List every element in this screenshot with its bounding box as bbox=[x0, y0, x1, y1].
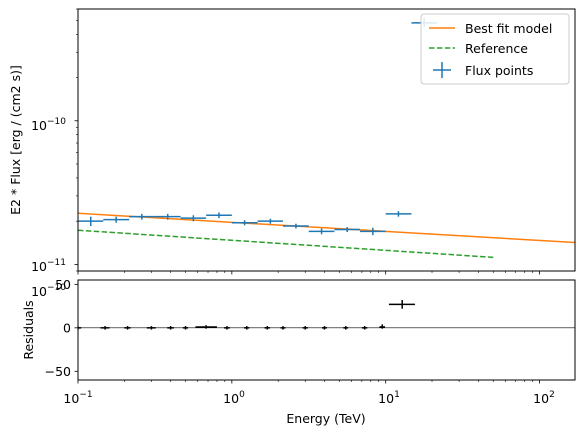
residual-point bbox=[302, 326, 308, 330]
residual-point bbox=[244, 326, 250, 330]
residual-point bbox=[361, 326, 368, 330]
flux-point bbox=[129, 213, 155, 220]
residual-point bbox=[182, 326, 189, 330]
flux-panel: E2 * Flux [erg / (cm2 s)] 10−10 10−11 Be… bbox=[8, 8, 576, 275]
xtick-label-0.1: 10−1 bbox=[63, 390, 92, 406]
flux-point bbox=[360, 227, 386, 236]
flux-ytick-label-1e-11: 10−11 bbox=[31, 258, 66, 274]
offset-text: 10−10 bbox=[31, 283, 66, 299]
residual-point bbox=[124, 326, 131, 330]
residual-point bbox=[195, 325, 217, 329]
legend-box bbox=[420, 13, 570, 85]
residuals-panel-frame bbox=[77, 279, 576, 381]
flux-panel-frame bbox=[77, 8, 576, 272]
xtick-label-100: 102 bbox=[533, 390, 555, 406]
legend-points-swatch bbox=[433, 62, 451, 78]
residuals-y-label: Residuals bbox=[21, 300, 36, 359]
residual-point bbox=[167, 326, 174, 330]
residuals-ytick-label: 50 bbox=[55, 277, 71, 292]
flux-ytick-label-1e-10: 10−10 bbox=[31, 117, 66, 133]
residual-point bbox=[100, 326, 110, 330]
flux-point bbox=[231, 220, 258, 226]
legend-points-label: Flux points bbox=[465, 63, 533, 78]
flux-point bbox=[282, 223, 309, 229]
flux-y-label: E2 * Flux [erg / (cm2 s)] bbox=[8, 65, 23, 215]
flux-point bbox=[206, 212, 232, 219]
flux-point bbox=[180, 215, 207, 222]
reference-line bbox=[78, 229, 494, 259]
flux-point bbox=[154, 213, 181, 220]
residual-point bbox=[78, 326, 82, 330]
xtick-label-1: 100 bbox=[223, 390, 245, 406]
energy-x-label: Energy (TeV) bbox=[286, 411, 365, 426]
flux-point bbox=[103, 216, 130, 223]
residual-point bbox=[379, 324, 386, 329]
energy-x-ticks: 10−1 100 101 102 bbox=[63, 390, 554, 406]
xtick-label-10: 101 bbox=[378, 390, 400, 406]
residual-point bbox=[280, 326, 286, 330]
residuals-ytick-label: −50 bbox=[45, 364, 71, 379]
best-fit-model-line bbox=[78, 212, 575, 244]
residual-point bbox=[146, 326, 156, 330]
residual-point bbox=[224, 326, 230, 330]
residual-point bbox=[264, 326, 270, 330]
residuals-panel: −50 0 50 Residuals Energy (TeV) 10−10 bbox=[21, 277, 576, 426]
residual-point bbox=[388, 300, 415, 309]
legend-reference-label: Reference bbox=[465, 41, 528, 56]
flux-point bbox=[385, 211, 412, 217]
flux-point bbox=[78, 216, 104, 227]
flux-point bbox=[308, 228, 335, 235]
legend-model-label: Best fit model bbox=[465, 21, 552, 36]
residuals-ytick-label: 0 bbox=[63, 320, 71, 335]
residual-point bbox=[321, 326, 327, 330]
flux-point bbox=[334, 227, 361, 233]
flux-point bbox=[257, 218, 283, 224]
residual-point bbox=[343, 326, 349, 330]
legend: Best fit model Reference Flux points bbox=[420, 13, 570, 85]
